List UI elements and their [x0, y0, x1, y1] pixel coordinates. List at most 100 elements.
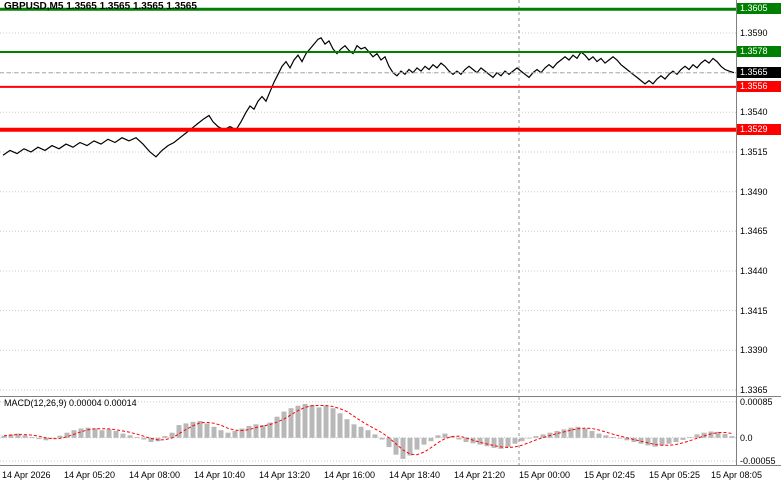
macd-histogram-bar — [127, 435, 133, 438]
macd-histogram-bar — [435, 435, 441, 438]
macd-histogram-bar — [568, 427, 574, 438]
macd-histogram-bar — [29, 437, 35, 438]
macd-histogram-bar — [197, 420, 203, 438]
price-chart-svg — [0, 0, 736, 396]
macd-histogram-bar — [358, 426, 364, 438]
price-scale[interactable]: 1.3590 1.3540 1.3515 1.3490 1.3465 1.3440 1.34… — [737, 0, 781, 396]
macd-histogram-bar — [295, 405, 301, 438]
time-tick-label: 14 Apr 05:20 — [64, 470, 116, 480]
macd-histogram-bar — [589, 431, 595, 438]
macd-histogram-bar — [687, 437, 693, 438]
macd-histogram-bar — [225, 432, 231, 438]
macd-histogram-bar — [386, 437, 392, 448]
macd-histogram-bar — [421, 437, 427, 445]
macd-histogram-bar — [36, 437, 42, 440]
macd-histogram-bar — [561, 429, 567, 438]
price-tick-label: 1.3540 — [740, 107, 768, 117]
macd-histogram-bar — [624, 437, 630, 441]
macd-histogram-bar — [463, 437, 469, 442]
macd-histogram-bar — [540, 434, 546, 438]
macd-histogram-bar — [379, 437, 385, 440]
macd-histogram-bar — [169, 432, 175, 438]
macd-histogram-bar — [715, 431, 721, 438]
macd-histogram-bar — [512, 437, 518, 444]
macd-histogram-bar — [498, 437, 504, 449]
macd-histogram-bar — [610, 437, 616, 438]
macd-histogram-bar — [106, 429, 112, 438]
macd-histogram-bar — [50, 437, 56, 439]
macd-histogram-bar — [372, 434, 378, 438]
macd-histogram-bar — [232, 431, 238, 438]
macd-histogram-bar — [267, 422, 273, 438]
macd-histogram-bar — [645, 437, 651, 446]
macd-histogram-bar — [582, 428, 588, 438]
macd-histogram-bar — [43, 437, 49, 441]
price-level-badge: 1.3605 — [737, 3, 781, 14]
macd-histogram-bar — [393, 437, 399, 455]
macd-histogram-bar — [15, 433, 21, 438]
macd-scale[interactable]: 0.00085 0.0 -0.00055 — [737, 397, 781, 466]
macd-histogram-bar — [1, 435, 7, 438]
macd-histogram-bar — [316, 407, 322, 438]
macd-histogram-bar — [652, 437, 658, 447]
macd-histogram-bar — [260, 425, 266, 438]
macd-histogram-bar — [309, 404, 315, 438]
macd-indicator-area[interactable]: MACD(12,26,9) 0.00004 0.00014 — [0, 397, 736, 465]
macd-histogram-bar — [400, 437, 406, 459]
price-tick-label: 1.3390 — [740, 345, 768, 355]
time-tick-label: 14 Apr 08:00 — [129, 470, 181, 480]
macd-tick-label: 0.0 — [740, 433, 753, 443]
macd-histogram-bar — [288, 408, 294, 438]
price-chart-area[interactable] — [0, 0, 736, 396]
macd-tick-label: -0.00055 — [740, 456, 776, 466]
macd-histogram-bar — [120, 433, 126, 438]
macd-histogram-bar — [92, 428, 98, 438]
macd-histogram-bar — [351, 424, 357, 438]
price-line — [2, 37, 735, 158]
macd-histogram-bar — [365, 430, 371, 438]
macd-histogram-bar — [330, 408, 336, 438]
macd-histogram-bar — [176, 425, 182, 438]
macd-histogram-bar — [414, 437, 420, 450]
macd-histogram-bar — [673, 437, 679, 442]
time-axis-separator — [0, 465, 781, 466]
macd-histogram-bar — [722, 434, 728, 438]
macd-histogram-bar — [729, 436, 735, 438]
time-axis[interactable]: 14 Apr 2026 14 Apr 05:20 14 Apr 08:00 14 Ap… — [0, 466, 781, 489]
macd-indicator-label: MACD(12,26,9) 0.00004 0.00014 — [4, 398, 137, 408]
time-tick-label: 14 Apr 13:20 — [259, 470, 311, 480]
macd-histogram-bar — [680, 437, 686, 440]
macd-histogram-bar — [505, 437, 511, 448]
macd-histogram-bar — [190, 421, 196, 438]
price-tick-label: 1.3440 — [740, 266, 768, 276]
price-tick-label: 1.3365 — [740, 385, 768, 395]
macd-histogram-bar — [78, 428, 84, 438]
macd-panel-separator[interactable] — [0, 396, 781, 397]
price-tick-label: 1.3590 — [740, 28, 768, 38]
time-tick-label: 14 Apr 2026 — [2, 470, 51, 480]
time-tick-label: 14 Apr 21:20 — [454, 470, 506, 480]
macd-main-value: 0.00004 — [69, 398, 102, 408]
macd-histogram-bar — [491, 437, 497, 448]
time-tick-label: 15 Apr 02:45 — [584, 470, 636, 480]
price-tick-label: 1.3465 — [740, 226, 768, 236]
macd-histogram-bar — [575, 426, 581, 438]
time-tick-label: 15 Apr 00:00 — [519, 470, 571, 480]
time-tick-label: 14 Apr 10:40 — [194, 470, 246, 480]
time-tick-label: 15 Apr 08:05 — [711, 470, 763, 480]
macd-indicator-svg — [0, 397, 736, 465]
price-level-badge: 1.3556 — [737, 81, 781, 92]
macd-histogram-bar — [134, 437, 140, 438]
time-tick-label: 14 Apr 18:40 — [389, 470, 441, 480]
macd-histogram-bar — [246, 426, 252, 438]
macd-histogram-bar — [64, 432, 70, 438]
macd-histogram-bar — [85, 427, 91, 438]
macd-histogram-bar — [617, 437, 623, 439]
price-tick-label: 1.3415 — [740, 306, 768, 316]
price-level-badge: 1.3565 — [737, 67, 781, 78]
macd-histogram-bar — [603, 435, 609, 438]
macd-histogram-bar — [484, 437, 490, 447]
macd-histogram-bar — [631, 437, 637, 442]
macd-histogram-bar — [148, 437, 154, 442]
